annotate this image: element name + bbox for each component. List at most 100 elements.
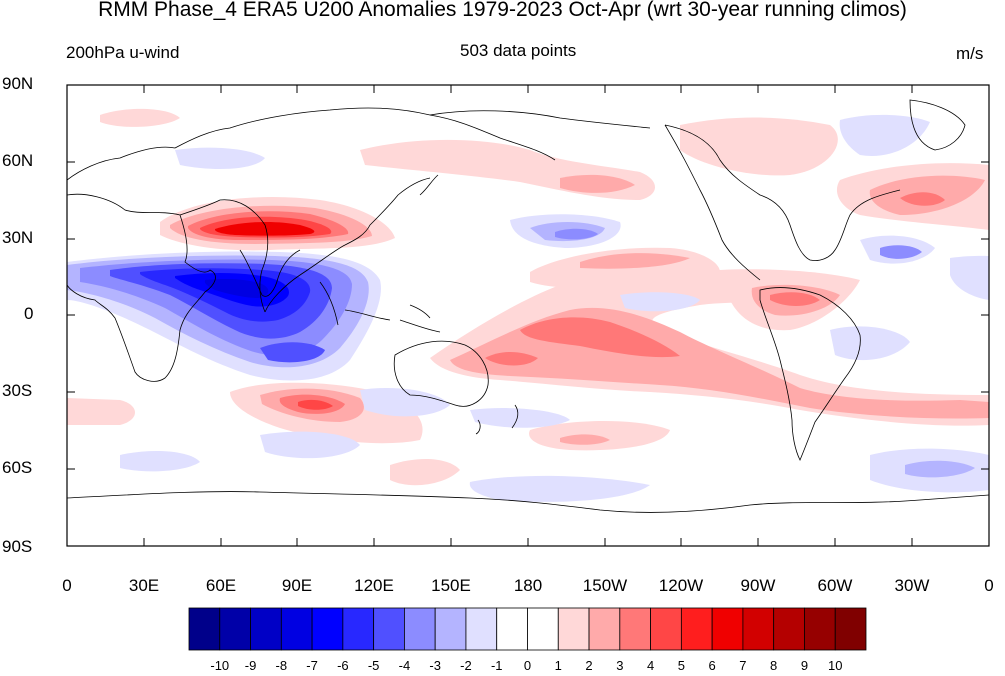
colorbar-tick-label: -8 [275,658,288,673]
positive-anomaly-region [580,253,690,269]
colorbar-swatch [342,607,375,651]
colorbar-tick-label: 0 [523,658,532,673]
colorbar-tick-label: -2 [460,658,472,673]
colorbar-tick-label: 7 [739,658,747,673]
positive-anomaly-region [560,174,635,193]
lon-label-0-east: 0 [984,576,994,595]
colorbar-swatch [588,607,621,651]
colorbar-tick-label: 4 [646,658,655,673]
coastlines [67,99,989,513]
colorbar-tick-label: 2 [585,658,593,673]
positive-anomaly-region [520,317,680,358]
positive-anomaly-region [900,192,945,206]
colorbar-swatch [219,607,251,651]
positive-anomaly-region [215,221,315,236]
colorbar-tick-label: -10 [210,658,230,673]
colorbar-swatch [404,607,436,651]
colorbar-swatch [373,607,405,651]
colorbar-swatch [834,607,867,651]
colorbar-swatch [650,607,682,651]
colorbar-tick-label: 3 [616,658,624,673]
positive-anomaly-region [430,265,989,426]
lon-label-120e: 120E [354,576,394,595]
colorbar-swatch [527,607,559,651]
negative-anomaly-region [120,450,200,472]
lat-label-90s: 90S [2,537,33,556]
lat-label-60n: 60N [2,151,34,170]
colorbar-tick-label: -3 [429,658,441,673]
anomaly-field [67,108,989,502]
colorbar-tick-label: -1 [490,658,503,673]
positive-anomaly-region [680,117,838,176]
colorbar-tick-label: -7 [306,658,318,673]
lon-label-180: 180 [513,576,543,595]
negative-anomaly-region [839,114,930,156]
lon-label-150e: 150E [431,576,471,595]
colorbar-swatch [496,607,528,651]
colorbar-swatch [280,607,313,651]
lon-label-120w: 120W [658,576,704,595]
negative-anomaly-region [260,431,360,459]
colorbar-swatch [250,607,282,651]
lon-label-90e: 90E [281,576,313,595]
data-count-label: 503 data points [460,41,577,60]
lon-label-90w: 90W [740,576,776,595]
lon-label-0: 0 [62,576,72,595]
colorbar-swatch [188,607,221,651]
axis-ticks [66,84,990,547]
negative-anomaly-region [175,147,265,170]
colorbar-swatch [311,607,344,651]
positive-anomaly-region [770,292,820,306]
positive-anomaly-region [298,399,333,410]
negative-anomaly-region [905,460,975,478]
colorbar-swatch [619,607,651,651]
positive-anomaly-region [67,398,135,425]
colorbar-swatch [711,607,744,651]
colorbar-swatch [680,607,713,651]
negative-anomaly-region [620,292,700,312]
lat-label-30s: 30S [2,381,33,400]
negative-anomaly-region [950,255,989,300]
colorbar-tick-label: -9 [244,658,257,673]
colorbar-swatch [557,607,590,651]
positive-anomaly-region [560,434,610,445]
colorbar-tick-label: -5 [367,658,380,673]
units-label: m/s [956,44,984,63]
colorbar-tick-label: 10 [827,658,843,673]
colorbar-swatch [434,607,467,651]
positive-anomaly-region [529,421,670,451]
negative-anomaly-region [880,245,922,259]
lat-label-90n: 90N [2,74,34,93]
negative-anomaly-region [470,408,570,428]
positive-anomaly-region [390,458,460,486]
lat-label-60s: 60S [2,458,33,477]
field-label: 200hPa u-wind [66,43,180,62]
lon-label-150w: 150W [582,576,628,595]
colorbar-tick-label: 8 [770,658,778,673]
lat-label-0: 0 [24,304,34,323]
lon-label-60w: 60W [817,576,853,595]
positive-anomaly-region [485,352,538,366]
colorbar-swatch [742,607,775,651]
colorbar-swatch [773,607,805,651]
negative-anomaly-region [204,279,269,298]
colorbar-swatch [465,607,498,651]
colorbar-tick-label: -6 [337,658,349,673]
plot-title: RMM Phase_4 ERA5 U200 Anomalies 1979-202… [98,0,907,21]
colorbar-tick-label: 5 [677,658,685,673]
negative-anomaly-region [469,475,650,502]
colorbar-tick-label: 6 [708,658,716,673]
lon-label-30e: 30E [128,576,160,595]
lon-label-30w: 30W [894,576,930,595]
lat-label-30n: 30N [2,228,34,247]
negative-anomaly-region [555,228,598,240]
lon-label-60e: 60E [205,576,237,595]
positive-anomaly-region [100,108,180,127]
positive-anomaly-region [450,307,989,419]
negative-anomaly-region [260,342,325,363]
negative-anomaly-region [830,326,910,361]
negative-anomaly-region [360,387,450,417]
colorbar-tick-label: 1 [554,658,562,673]
colorbar [188,607,867,651]
